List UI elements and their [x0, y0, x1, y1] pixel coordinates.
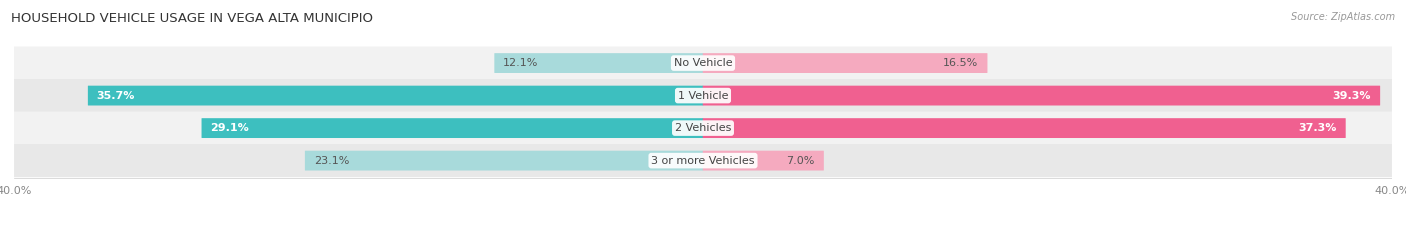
Text: 16.5%: 16.5% [943, 58, 979, 68]
Text: 2 Vehicles: 2 Vehicles [675, 123, 731, 133]
Text: HOUSEHOLD VEHICLE USAGE IN VEGA ALTA MUNICIPIO: HOUSEHOLD VEHICLE USAGE IN VEGA ALTA MUN… [11, 12, 373, 25]
Text: 37.3%: 37.3% [1299, 123, 1337, 133]
FancyBboxPatch shape [703, 86, 1381, 106]
FancyBboxPatch shape [14, 112, 1392, 145]
FancyBboxPatch shape [703, 53, 987, 73]
Text: 39.3%: 39.3% [1333, 91, 1371, 101]
Text: 29.1%: 29.1% [211, 123, 249, 133]
Text: Source: ZipAtlas.com: Source: ZipAtlas.com [1291, 12, 1395, 22]
FancyBboxPatch shape [703, 118, 1346, 138]
Text: 23.1%: 23.1% [314, 156, 349, 166]
FancyBboxPatch shape [14, 144, 1392, 177]
FancyBboxPatch shape [87, 86, 703, 106]
FancyBboxPatch shape [495, 53, 703, 73]
FancyBboxPatch shape [14, 47, 1392, 80]
Text: 3 or more Vehicles: 3 or more Vehicles [651, 156, 755, 166]
FancyBboxPatch shape [14, 79, 1392, 112]
Text: No Vehicle: No Vehicle [673, 58, 733, 68]
Text: 12.1%: 12.1% [503, 58, 538, 68]
FancyBboxPatch shape [201, 118, 703, 138]
FancyBboxPatch shape [703, 151, 824, 171]
FancyBboxPatch shape [305, 151, 703, 171]
Text: 7.0%: 7.0% [786, 156, 815, 166]
Text: 1 Vehicle: 1 Vehicle [678, 91, 728, 101]
Text: 35.7%: 35.7% [97, 91, 135, 101]
